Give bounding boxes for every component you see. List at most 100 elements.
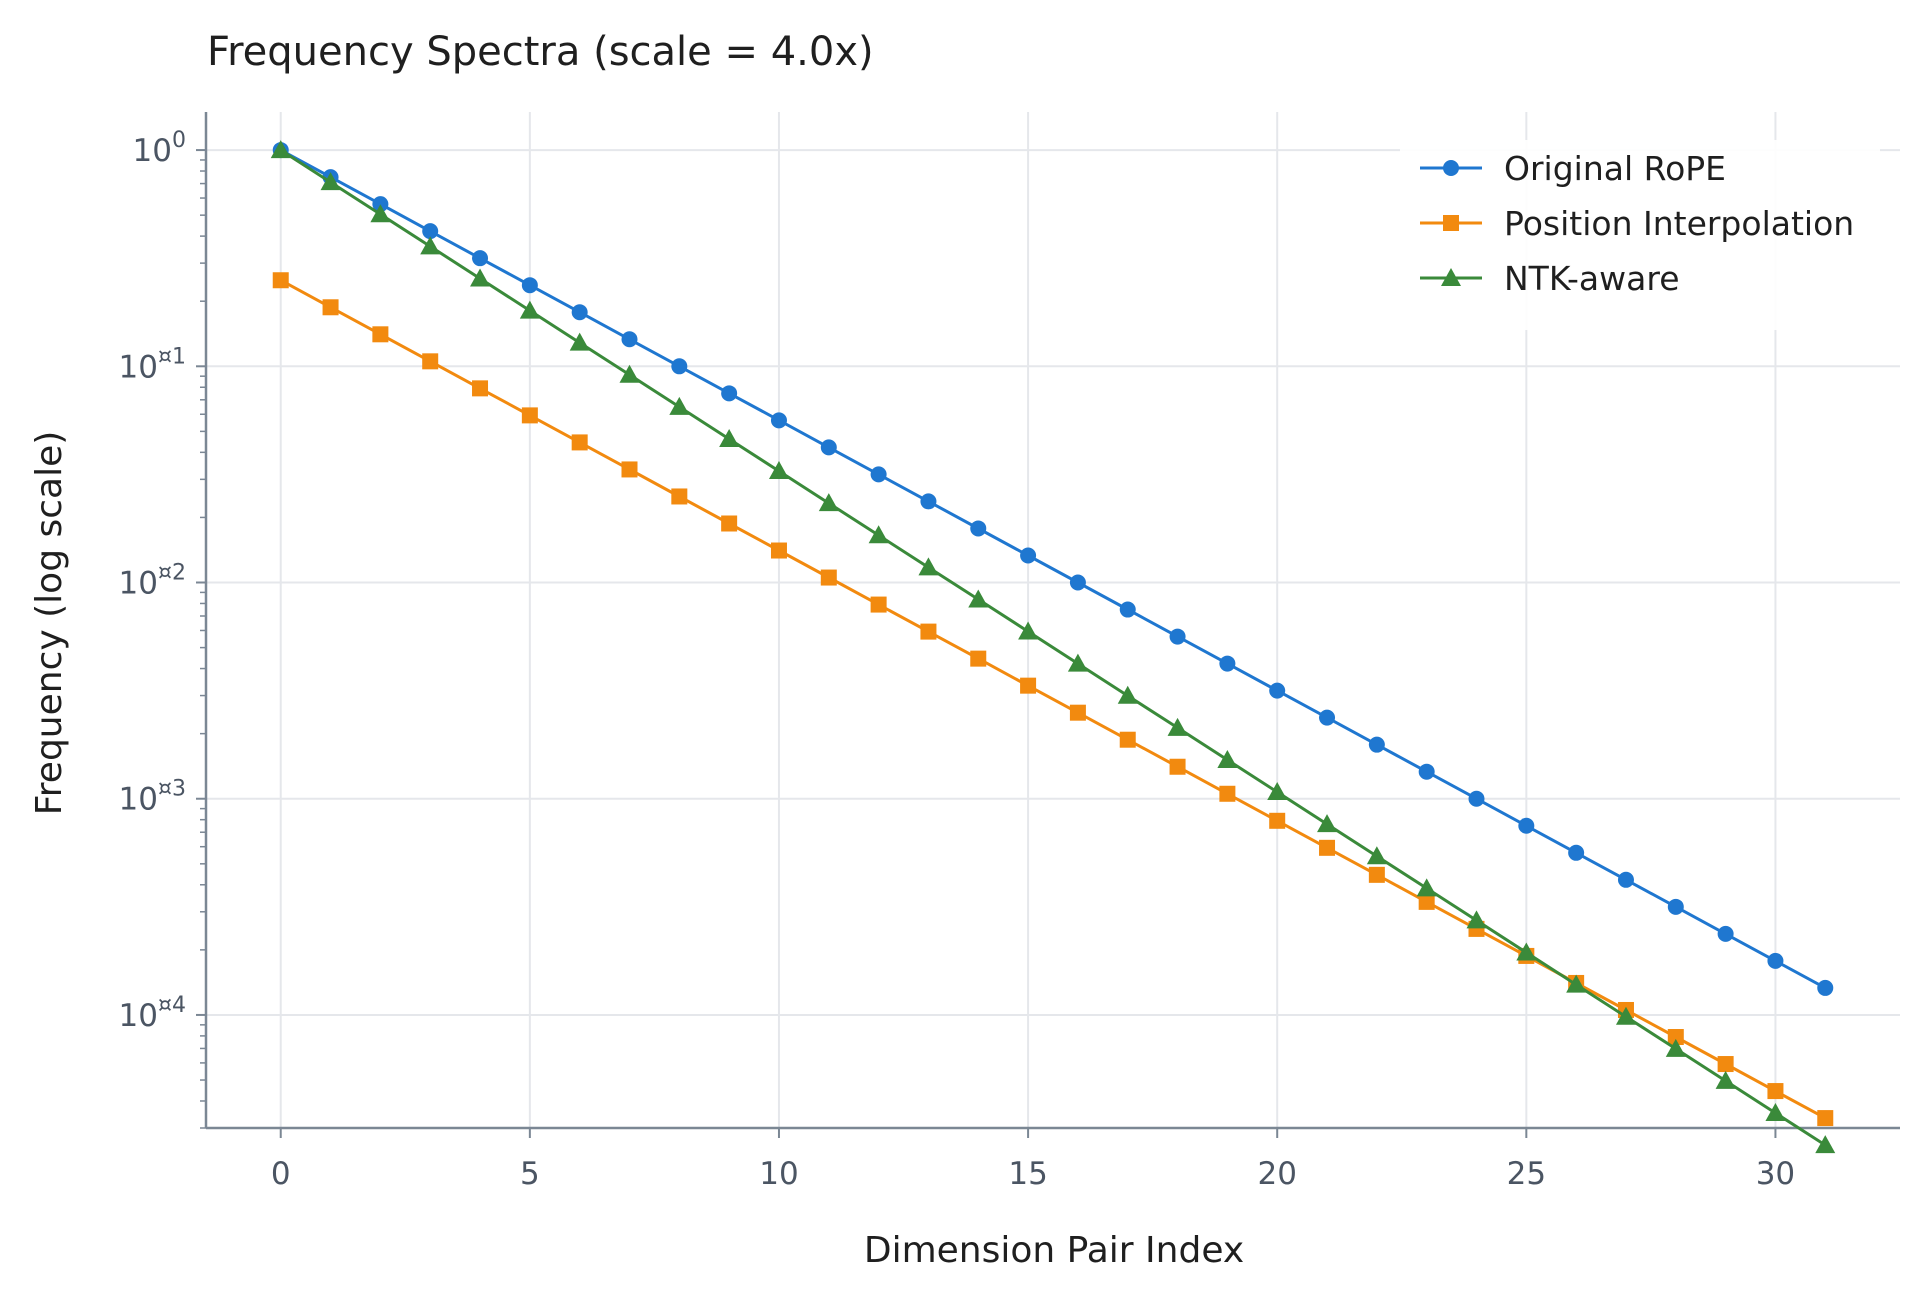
legend-box <box>1400 140 1880 330</box>
x-tick-label: 5 <box>520 1156 540 1192</box>
x-tick-label: 20 <box>1257 1156 1296 1192</box>
data-point <box>1319 709 1336 726</box>
y-tick-label: 10¤3 <box>119 777 186 818</box>
data-point <box>1368 866 1385 883</box>
data-point <box>1468 790 1485 807</box>
data-point <box>521 407 538 424</box>
x-tick-label: 10 <box>759 1156 798 1192</box>
data-point <box>422 353 439 370</box>
legend-item: Position Interpolation <box>1420 204 1854 243</box>
data-point <box>1817 1110 1834 1127</box>
legend-item: NTK-aware <box>1420 259 1680 298</box>
data-point <box>968 589 989 608</box>
legend-swatch-marker <box>1441 268 1461 286</box>
legend: Original RoPE Position Interpolation NTK-a… <box>1400 140 1880 330</box>
data-point <box>818 493 839 512</box>
data-point <box>721 515 738 532</box>
data-point <box>920 493 937 510</box>
legend-swatch-marker <box>1443 215 1459 231</box>
data-point <box>372 196 389 213</box>
series-line <box>279 278 1827 1120</box>
data-point <box>1020 677 1037 694</box>
data-point <box>1069 574 1086 591</box>
data-point <box>372 326 389 343</box>
x-tick-label: 15 <box>1008 1156 1047 1192</box>
data-point <box>472 250 489 267</box>
data-point <box>1516 942 1537 961</box>
data-point <box>719 428 740 447</box>
data-point <box>1518 817 1535 834</box>
data-point <box>1267 782 1288 801</box>
data-point <box>621 331 638 348</box>
data-point <box>1119 601 1136 618</box>
data-point <box>472 380 489 397</box>
data-point <box>1319 839 1336 856</box>
data-point <box>1269 812 1286 829</box>
data-point <box>820 439 837 456</box>
data-point <box>1217 749 1238 768</box>
y-axis-label: Frequency (log scale) <box>29 431 70 816</box>
data-point <box>970 520 987 537</box>
data-point <box>422 223 439 240</box>
data-point <box>621 461 638 478</box>
data-point <box>1317 814 1338 833</box>
legend-label: Position Interpolation <box>1504 204 1854 243</box>
data-point <box>918 557 939 576</box>
data-point <box>1067 653 1088 672</box>
data-point <box>770 412 787 429</box>
data-point <box>870 466 887 483</box>
data-point <box>1815 1135 1836 1154</box>
data-point <box>868 525 889 544</box>
data-point <box>1167 717 1188 736</box>
data-point <box>1269 682 1286 699</box>
data-point <box>521 277 538 294</box>
legend-label: NTK-aware <box>1504 259 1680 298</box>
data-point <box>619 364 640 383</box>
data-point <box>1765 1103 1786 1122</box>
data-point <box>1767 1083 1784 1100</box>
data-point <box>1767 952 1784 969</box>
data-point <box>1717 925 1734 942</box>
y-tick-label: 10¤4 <box>119 993 186 1034</box>
series-layer <box>270 140 1836 1154</box>
data-point <box>270 140 291 159</box>
data-point <box>1566 974 1587 993</box>
data-point <box>1568 844 1585 861</box>
data-point <box>1418 763 1435 780</box>
data-point <box>1117 685 1138 704</box>
data-point <box>669 396 690 415</box>
data-point <box>1667 1029 1684 1046</box>
data-point <box>1119 731 1136 748</box>
data-point <box>1169 628 1186 645</box>
data-point <box>1466 910 1487 929</box>
data-point <box>1418 893 1435 910</box>
data-point <box>1715 1070 1736 1089</box>
legend-swatch-marker <box>1443 160 1459 176</box>
data-point <box>770 542 787 559</box>
legend-label: Original RoPE <box>1504 149 1726 188</box>
data-point <box>1416 878 1437 897</box>
data-point <box>671 488 688 505</box>
y-tick-label: 10¤2 <box>119 561 186 602</box>
data-point <box>1617 871 1634 888</box>
data-point <box>370 204 391 223</box>
data-point <box>272 272 289 289</box>
y-tick-label: 10¤1 <box>119 344 186 385</box>
data-point <box>571 434 588 451</box>
axes: 0 5 10 15 20 25 30 100 10¤1 10¤2 10¤3 10¤4 <box>119 112 1900 1192</box>
data-point <box>721 385 738 402</box>
data-point <box>1169 758 1186 775</box>
x-tick-label: 25 <box>1507 1156 1546 1192</box>
data-point <box>920 623 937 640</box>
data-point <box>1366 846 1387 865</box>
series-line <box>279 148 1827 990</box>
series-0 <box>272 142 1834 996</box>
data-point <box>1717 1056 1734 1073</box>
data-point <box>1219 655 1236 672</box>
data-point <box>1368 736 1385 753</box>
y-tick-label: 100 <box>133 128 186 169</box>
chart-title: Frequency Spectra (scale = 4.0x) <box>207 29 874 75</box>
data-point <box>1018 621 1039 640</box>
